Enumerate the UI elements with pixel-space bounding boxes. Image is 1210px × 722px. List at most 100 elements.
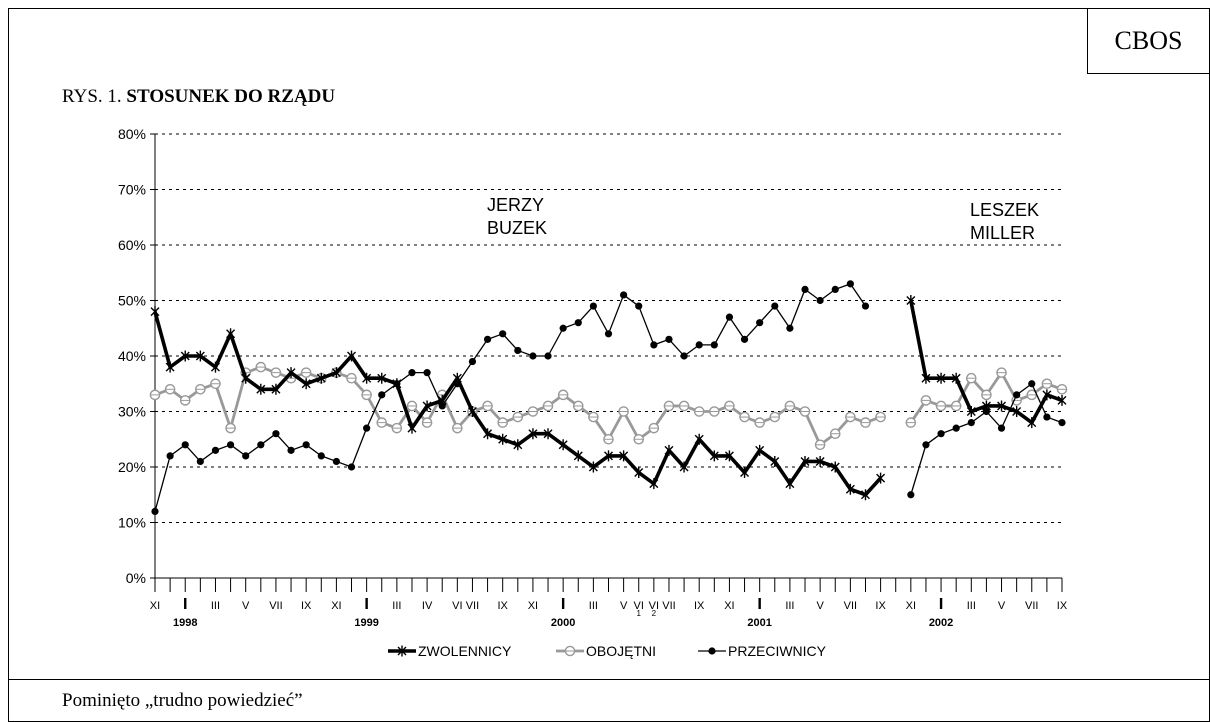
- data-point: [377, 372, 387, 384]
- x-tick-label: XI: [331, 600, 341, 612]
- data-point: [981, 400, 991, 412]
- data-point: [650, 341, 658, 349]
- data-point: [861, 302, 870, 310]
- data-point: [997, 400, 1007, 412]
- data-point: [922, 441, 930, 449]
- data-point: [680, 352, 688, 360]
- year-label: 2000: [551, 617, 575, 629]
- data-point: [800, 455, 810, 467]
- data-point: [709, 450, 719, 462]
- data-point: [907, 491, 915, 499]
- data-point: [180, 350, 190, 362]
- data-point: [559, 324, 567, 332]
- series-line: [154, 283, 867, 512]
- data-point: [1028, 380, 1036, 388]
- data-point: [287, 446, 295, 454]
- legend-label: PRZECIWNICY: [728, 643, 827, 659]
- data-point: [423, 369, 431, 377]
- y-tick-label: 20%: [118, 459, 146, 475]
- data-point: [211, 446, 220, 454]
- data-point: [347, 350, 357, 362]
- x-tick-label: IX: [497, 600, 508, 612]
- x-tick-label: IX: [694, 600, 705, 612]
- x-tick-label: IX: [1057, 600, 1068, 612]
- data-point: [181, 441, 189, 449]
- data-point: [786, 324, 794, 332]
- data-point: [407, 422, 417, 434]
- chart-title: RYS. 1. STOSUNEK DO RZĄDU: [62, 86, 335, 108]
- x-tick-label: XI: [906, 600, 916, 612]
- data-point: [438, 402, 446, 410]
- x-tick-label: V: [998, 600, 1006, 612]
- data-point: [876, 472, 886, 484]
- data-point: [514, 346, 522, 355]
- data-point: [967, 419, 975, 427]
- data-point: [241, 372, 251, 384]
- x-tick-label: V: [242, 600, 250, 612]
- data-point: [437, 394, 447, 406]
- annotation-text: JERZY: [487, 195, 544, 215]
- data-point: [271, 383, 281, 395]
- data-point: [226, 441, 235, 449]
- data-point: [620, 291, 628, 299]
- annotation-text: MILLER: [970, 223, 1035, 243]
- x-tick-label: V: [620, 600, 628, 612]
- x-tick-label: VII: [466, 600, 479, 612]
- x-tick-label: V: [816, 600, 824, 612]
- x-tick-label: VII: [844, 600, 857, 612]
- y-tick-label: 10%: [118, 515, 146, 531]
- x-tick-label: III: [211, 600, 220, 612]
- data-point: [151, 507, 159, 515]
- data-point: [317, 452, 325, 460]
- data-point: [785, 478, 795, 490]
- y-tick-label: 40%: [118, 348, 146, 364]
- x-tick-label: IX: [875, 600, 886, 612]
- series-zwolennicy: [150, 295, 1067, 501]
- x-tick-label: XI: [724, 600, 734, 612]
- data-point: [528, 428, 538, 440]
- annotation-text: LESZEK: [970, 200, 1039, 220]
- x-tick-label: [939, 598, 943, 609]
- data-point: [226, 328, 236, 340]
- series-obojętni: [149, 361, 1068, 451]
- legend-item: [388, 645, 416, 657]
- x-tick-label: IV: [422, 600, 433, 612]
- data-point: [635, 302, 643, 310]
- x-tick-label: XI: [528, 600, 538, 612]
- data-point: [397, 645, 407, 657]
- data-point: [604, 450, 613, 462]
- year-label: 2001: [747, 617, 771, 629]
- data-point: [1043, 413, 1051, 421]
- data-point: [740, 467, 750, 479]
- annotation-text: BUZEK: [487, 218, 547, 238]
- legend-item: [698, 647, 726, 655]
- x-tick-label: VI: [649, 600, 659, 612]
- year-label: 1999: [354, 617, 378, 629]
- data-point: [724, 450, 734, 462]
- legend-label: ZWOLENNICY: [418, 643, 512, 659]
- data-point: [302, 441, 310, 449]
- data-point: [499, 330, 507, 338]
- data-point: [710, 341, 718, 349]
- data-point: [1013, 391, 1021, 399]
- data-point: [1012, 406, 1022, 417]
- data-point: [363, 424, 371, 432]
- legend-label: OBOJĘTNI: [586, 643, 656, 659]
- data-point: [921, 372, 931, 384]
- data-point: [242, 452, 250, 460]
- data-point: [830, 461, 840, 473]
- data-point: [982, 407, 991, 416]
- data-point: [966, 406, 976, 417]
- data-point: [708, 647, 716, 655]
- x-tick-label: [365, 598, 368, 609]
- data-point: [378, 391, 386, 399]
- year-label: 1998: [173, 617, 197, 629]
- data-point: [845, 483, 855, 495]
- data-point: [483, 335, 492, 343]
- data-point: [1042, 389, 1052, 401]
- data-point: [1027, 417, 1037, 429]
- data-point: [347, 463, 356, 471]
- data-point: [452, 372, 462, 384]
- data-point: [467, 406, 477, 417]
- data-point: [150, 306, 160, 318]
